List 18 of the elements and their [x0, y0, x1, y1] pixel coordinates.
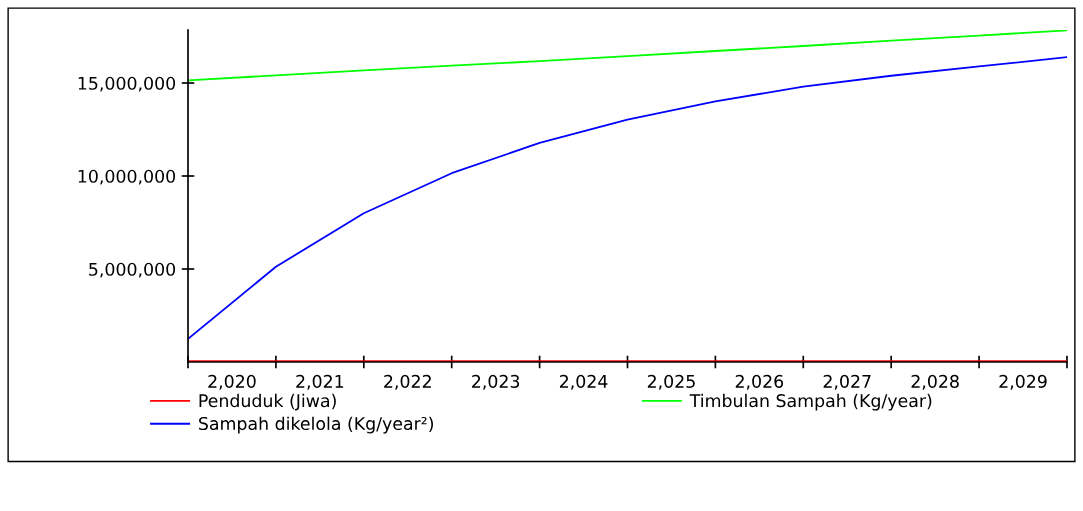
- legend-label: Sampah dikelola (Kg/year²): [199, 416, 433, 434]
- x-tick-label: 2,028: [911, 374, 959, 390]
- y-tick-label: 5,000,000: [89, 262, 176, 278]
- legend-label: Penduduk (Jiwa): [199, 393, 336, 411]
- legend-label: Timbulan Sampah (Kg/year): [689, 393, 932, 411]
- x-tick-label: 2,026: [735, 374, 784, 390]
- y-tick-label: 10,000,000: [78, 169, 176, 185]
- x-tick-label: 2,023: [472, 374, 520, 390]
- x-tick-label: 2,025: [647, 374, 695, 390]
- x-tick-label: 2,024: [559, 374, 608, 390]
- line-series: [188, 56, 1067, 340]
- y-tick-label: 15,000,000: [78, 76, 176, 92]
- x-tick-label: 2,027: [823, 374, 871, 390]
- line-series: [188, 30, 1067, 82]
- x-tick-label: 2,020: [208, 374, 256, 390]
- x-tick-label: 2,029: [999, 374, 1047, 390]
- x-tick-label: 2,022: [384, 374, 431, 390]
- x-tick-label: 2,021: [296, 374, 344, 390]
